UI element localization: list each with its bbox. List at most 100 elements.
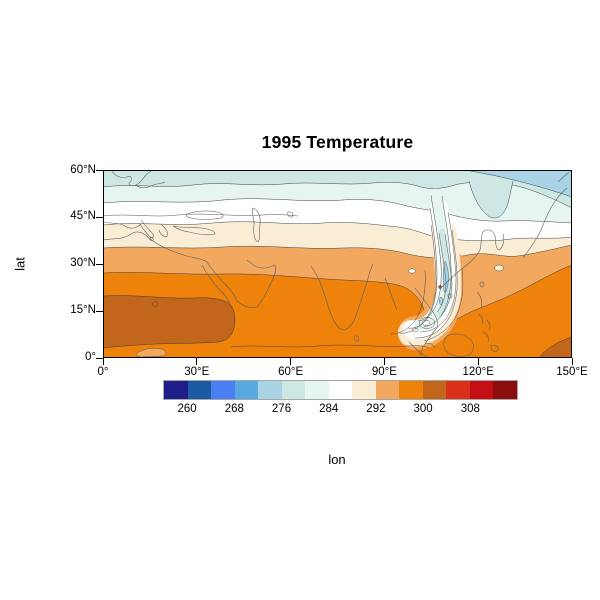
x-tick-label: 30°E — [184, 366, 210, 378]
colorbar-swatch — [234, 381, 259, 399]
contour-line — [103, 244, 572, 259]
y-tick — [96, 170, 103, 171]
coastline-red-sea-west — [206, 261, 238, 302]
coastline-indochina — [414, 287, 439, 357]
coastline-burma — [384, 277, 398, 311]
contour-line — [103, 213, 299, 217]
colorbar-swatch — [211, 381, 235, 399]
cream-patch — [494, 264, 504, 272]
coastline-borneo — [443, 333, 474, 357]
colorbar-tick-label: 260 — [177, 403, 197, 415]
cool-tongue — [469, 181, 513, 219]
x-tick — [383, 358, 385, 365]
x-tick-label: 0° — [97, 366, 109, 378]
coastline-italy — [139, 219, 154, 238]
x-axis-title: lon — [328, 452, 346, 467]
contour-line — [468, 180, 514, 219]
cold-core-small — [439, 296, 443, 306]
y-tick-label: 60°N — [70, 163, 96, 176]
x-tick — [290, 358, 292, 365]
coastline-gulf — [424, 342, 436, 349]
x-tick — [196, 358, 198, 365]
extra-contours — [103, 213, 430, 349]
coastline-red-sea-east — [201, 264, 231, 306]
contour-line — [390, 269, 426, 335]
colorbar-swatch — [399, 381, 423, 399]
cool-sliver — [136, 348, 166, 358]
contour-line — [423, 267, 464, 342]
coastline-anatolia — [172, 225, 216, 236]
x-tick-label: 150°E — [556, 366, 588, 378]
y-tick — [96, 310, 103, 312]
contour-line — [464, 170, 572, 198]
coastline-china-korea — [440, 229, 505, 289]
colorbar-swatch — [187, 381, 212, 399]
colorbar-swatch — [493, 381, 517, 399]
contour-line — [103, 198, 572, 224]
colorbar-swatch — [305, 381, 329, 399]
map-plot-area — [103, 170, 572, 358]
colorbar-swatch — [375, 381, 400, 399]
sahel-warm-blob — [103, 295, 236, 349]
x-tick-label: 90°E — [371, 366, 397, 378]
colorbar-tick-label: 268 — [224, 403, 244, 415]
white-patch — [408, 268, 416, 274]
colorbar-tick-label: 292 — [366, 403, 386, 415]
coastline-sri-lanka — [353, 335, 360, 342]
trough-ring-tip — [411, 327, 419, 333]
colorbar-swatch — [258, 381, 282, 399]
coastline-scandinavia — [110, 170, 154, 187]
contour-line — [398, 224, 437, 334]
coastline-sumatra — [408, 341, 428, 358]
contour-line — [103, 264, 572, 326]
y-tick — [96, 357, 103, 359]
coastline-india — [310, 263, 374, 330]
contour-line — [436, 232, 447, 313]
trough-contour-lines — [390, 194, 464, 342]
plot-title: 1995 Temperature — [261, 132, 414, 152]
trough-276-band — [436, 229, 452, 317]
band-300-304-regions — [103, 295, 572, 358]
contour-line — [440, 233, 453, 317]
warm-spot — [152, 301, 158, 307]
coastline-aral-sea — [287, 211, 294, 218]
coastline-greece — [158, 223, 168, 237]
x-tick-label: 120°E — [462, 366, 494, 378]
y-axis-title: lat — [12, 257, 28, 271]
coastline-arabia — [236, 259, 277, 308]
y-tick-label: 0° — [85, 351, 96, 363]
x-tick-label: 60°E — [278, 366, 304, 378]
colorbar-swatch — [469, 381, 494, 399]
contour-line — [103, 221, 572, 242]
coastline-black-sea — [185, 210, 224, 220]
coastline-caspian-sea — [252, 207, 261, 243]
y-tick — [96, 263, 103, 265]
contour-line — [419, 211, 457, 333]
contour-line — [423, 195, 452, 328]
colorbar-swatch — [352, 381, 376, 399]
colorbar — [163, 380, 518, 400]
x-tick — [102, 358, 104, 365]
coastline-baltic — [135, 181, 166, 189]
y-tick — [96, 216, 103, 218]
y-tick-label: 15°N — [70, 304, 96, 317]
coastline-celebes — [490, 344, 499, 352]
y-tick-label: 45°N — [70, 210, 96, 223]
colorbar-swatch — [281, 381, 306, 399]
colorbar-tick-label: 308 — [460, 403, 480, 415]
contour-line — [407, 207, 438, 329]
contour-line — [414, 229, 458, 339]
x-tick — [571, 358, 573, 365]
colorbar-swatch — [446, 381, 470, 399]
coastlines — [103, 170, 570, 358]
colorbar-swatch — [328, 381, 353, 399]
colorbar-tick-label: 276 — [271, 403, 292, 415]
coastline-philippines — [476, 291, 491, 343]
colorbar-swatch — [164, 381, 188, 399]
coastline-japan — [522, 187, 568, 259]
coastline-sakhalin — [557, 171, 570, 183]
contour-line — [230, 344, 430, 349]
coastline-taiwan — [479, 281, 485, 288]
colorbar-tick-label: 300 — [413, 403, 433, 415]
